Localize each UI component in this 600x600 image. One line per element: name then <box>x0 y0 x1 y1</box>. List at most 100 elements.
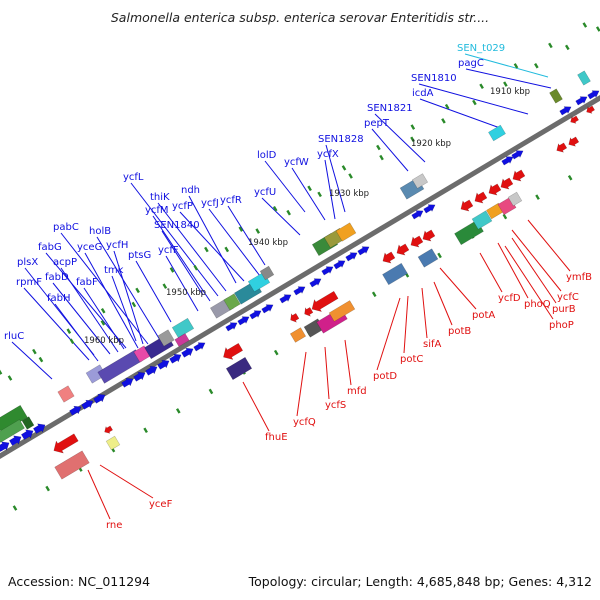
feature-block <box>488 124 506 142</box>
label-line-sen1828 <box>325 144 346 213</box>
reverse-gene-arrow <box>474 191 488 204</box>
forward-gene-arrow <box>279 294 292 304</box>
tick-mark <box>348 173 353 179</box>
gene-label-ymfb: ymfB <box>566 272 592 283</box>
gene-label-ycfu: ycfU <box>254 187 276 198</box>
gene-label-tmk: tmk <box>104 265 124 276</box>
kbp-label-1920-kbp: 1920 kbp <box>411 139 451 149</box>
forward-gene-arrow <box>321 266 334 276</box>
label-line-ycfw <box>291 167 326 221</box>
label-line-fhue <box>242 381 270 432</box>
tick-mark <box>100 308 106 314</box>
gene-label-ycfd: ycfD <box>498 293 521 304</box>
kbp-label-1930-kbp: 1930 kbp <box>329 189 369 199</box>
tick-mark <box>238 226 244 232</box>
gene-label-ycfc: ycfC <box>557 292 579 303</box>
feature-block <box>417 248 439 268</box>
gene-label-ycfp: ycfP <box>172 201 193 212</box>
gene-label-yceg: yceG <box>77 242 102 253</box>
feature-block <box>105 435 121 451</box>
map-title: Salmonella enterica subsp. enterica sero… <box>111 10 489 25</box>
label-line-ptsg <box>135 260 172 323</box>
label-line-ycfl <box>130 182 219 297</box>
label-lines <box>11 53 571 520</box>
kbp-label-1940-kbp: 1940 kbp <box>248 238 288 248</box>
label-line-ycfr <box>227 205 266 266</box>
gene-label-holb: holB <box>89 226 111 237</box>
tick-mark <box>441 118 446 124</box>
gene-label-pagc: pagC <box>458 58 484 69</box>
label-line-ycfm <box>152 215 211 302</box>
feature-block <box>289 327 307 343</box>
tick-mark <box>379 154 384 161</box>
forward-gene-arrow <box>81 399 94 410</box>
forward-gene-arrow <box>559 106 572 116</box>
tick-mark <box>376 144 381 151</box>
tick-mark <box>317 191 322 198</box>
forward-gene-arrow <box>121 377 134 388</box>
gene-label-ycfq: ycfQ <box>293 417 316 428</box>
label-line-ycfc <box>511 229 562 292</box>
feature-block <box>171 317 195 339</box>
gene-label-sen1828: SEN1828 <box>318 134 364 145</box>
label-line-rne <box>87 469 111 520</box>
forward-gene-arrow <box>21 429 34 440</box>
kbp-label-1960-kbp: 1960 kbp <box>84 336 124 346</box>
kbp-label-1910-kbp: 1910 kbp <box>490 87 530 97</box>
reverse-gene-arrow <box>422 229 436 242</box>
label-line-yceg <box>84 252 139 349</box>
tick-mark <box>410 124 416 130</box>
tick-mark <box>341 165 347 171</box>
feature-block <box>335 222 357 242</box>
gene-label-ycfl: ycfL <box>123 172 144 183</box>
label-line-phop <box>504 245 554 320</box>
gene-label-pept: pepT <box>364 118 390 129</box>
forward-gene-arrow <box>33 423 46 434</box>
gene-label-mfd: mfd <box>347 386 367 397</box>
label-line-ycfj <box>208 208 261 277</box>
label-line-mfd <box>344 339 352 386</box>
feature-block <box>471 210 493 230</box>
label-line-fabf <box>83 287 125 350</box>
forward-gene-arrow <box>411 210 424 220</box>
gene-label-ycfw: ycfW <box>284 157 309 168</box>
gene-label-ndh: ndh <box>181 185 200 196</box>
gene-label-lold: lolD <box>257 150 277 161</box>
label-line-ycfh <box>113 250 144 345</box>
forward-gene-arrow <box>93 393 106 404</box>
feature-block <box>577 70 591 86</box>
forward-gene-arrow <box>145 365 158 376</box>
label-line-rpmf <box>23 287 90 361</box>
tick-mark <box>286 209 291 216</box>
tick-mark <box>565 44 570 51</box>
forward-gene-arrow <box>193 342 206 352</box>
genome-summary: Topology: circular; Length: 4,685,848 bp… <box>248 574 592 589</box>
kbp-label-1950-kbp: 1950 kbp <box>166 288 206 298</box>
label-line-ycfd <box>479 252 503 293</box>
forward-gene-arrow <box>249 310 262 320</box>
gene-label-fabg: fabG <box>38 242 62 253</box>
accession-text: Accession: NC_011294 <box>8 574 150 589</box>
feature-block <box>157 329 175 347</box>
gene-label-fabf: fabF <box>76 277 98 288</box>
tick-mark <box>69 338 75 345</box>
gene-label-phop: phoP <box>549 320 574 331</box>
feature-block <box>259 265 275 281</box>
feature-block <box>21 416 35 430</box>
label-line-potd <box>376 297 401 371</box>
label-line-fabh <box>54 303 99 362</box>
label-line-ycff <box>165 255 199 312</box>
tick-mark <box>193 265 199 271</box>
tick-mark <box>595 26 600 32</box>
gene-label-sen1840: SEN1840 <box>154 220 200 231</box>
gene-label-sen1821: SEN1821 <box>367 103 413 114</box>
label-line-lold <box>264 160 306 213</box>
gene-label-ycfh: ycfH <box>106 240 128 251</box>
label-line-ycef <box>99 464 154 499</box>
label-line-ycfu <box>261 197 301 236</box>
gene-label-rpmf: rpmF <box>16 277 42 288</box>
label-line-potb <box>433 281 453 326</box>
label-line-ymfb <box>527 219 571 272</box>
reverse-gene-arrow <box>460 199 474 212</box>
label-line-ndh <box>188 195 237 284</box>
